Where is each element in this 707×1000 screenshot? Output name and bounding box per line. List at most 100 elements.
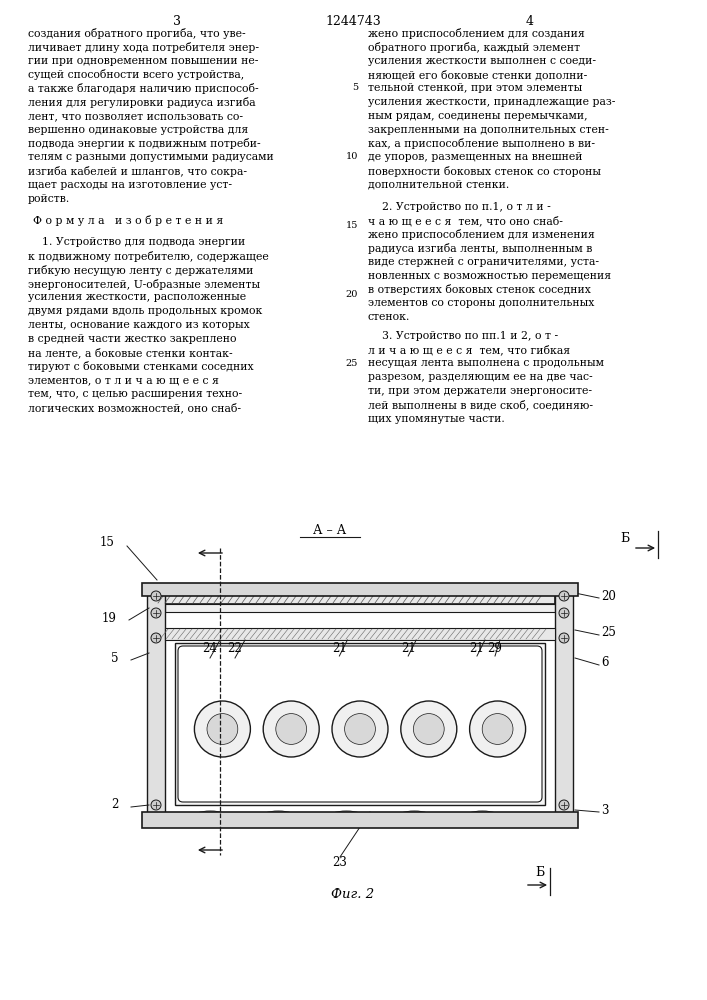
Text: А – А: А – А [313,524,346,536]
Text: закрепленными на дополнительных стен-: закрепленными на дополнительных стен- [368,125,609,135]
Text: Ф о р м у л а   и з о б р е т е н и я: Ф о р м у л а и з о б р е т е н и я [33,215,223,226]
Text: щих упомянутые части.: щих упомянутые части. [368,414,505,424]
Text: усиления жесткости, расположенные: усиления жесткости, расположенные [28,292,246,302]
Text: изгиба кабелей и шлангов, что сокра-: изгиба кабелей и шлангов, что сокра- [28,166,247,177]
Ellipse shape [464,811,501,825]
Circle shape [414,714,444,744]
Text: на ленте, а боковые стенки контак-: на ленте, а боковые стенки контак- [28,348,233,358]
Circle shape [151,591,161,601]
Text: жено приспособлением для создания: жено приспособлением для создания [368,28,585,39]
Text: ройств.: ройств. [28,194,70,204]
Circle shape [207,714,238,744]
Text: радиуса изгиба ленты, выполненным в: радиуса изгиба ленты, выполненным в [368,243,592,254]
Text: 21: 21 [401,642,416,654]
Text: Б: Б [620,532,630,544]
Circle shape [469,701,525,757]
Text: телям с разными допустимыми радиусами: телям с разными допустимыми радиусами [28,152,274,162]
Text: 3: 3 [601,804,609,816]
Circle shape [151,608,161,618]
Text: л и ч а ю щ е е с я  тем, что гибкая: л и ч а ю щ е е с я тем, что гибкая [368,345,570,355]
Text: ленты, основание каждого из которых: ленты, основание каждого из которых [28,320,250,330]
Ellipse shape [192,811,229,825]
Text: 25: 25 [601,626,616,640]
Ellipse shape [396,811,433,825]
Text: ч а ю щ е е с я  тем, что оно снаб-: ч а ю щ е е с я тем, что оно снаб- [368,215,563,226]
Text: вершенно одинаковые устройства для: вершенно одинаковые устройства для [28,125,248,135]
Bar [165,588,555,604]
Text: 20: 20 [346,290,358,299]
Text: 3: 3 [173,15,181,28]
Text: виде стержней с ограничителями, уста-: виде стержней с ограничителями, уста- [368,257,599,267]
Text: де упоров, размещенных на внешней: де упоров, размещенных на внешней [368,152,583,162]
Text: 5: 5 [352,83,358,92]
Text: ти, при этом держатели энергоносите-: ти, при этом держатели энергоносите- [368,386,592,396]
Text: дополнительной стенки.: дополнительной стенки. [368,180,509,190]
Text: няющей его боковые стенки дополни-: няющей его боковые стенки дополни- [368,69,588,80]
Text: 15: 15 [100,536,115,550]
Text: 2. Устройство по п.1, о т л и -: 2. Устройство по п.1, о т л и - [368,202,551,212]
Text: ления для регулировки радиуса изгиба: ления для регулировки радиуса изгиба [28,97,256,108]
Circle shape [151,633,161,643]
Bar [147,588,165,820]
Circle shape [401,701,457,757]
Text: 5: 5 [112,652,119,664]
Text: тем, что, с целью расширения техно-: тем, что, с целью расширения техно- [28,389,242,399]
Text: 23: 23 [332,856,347,869]
Text: в отверстиях боковых стенок соседних: в отверстиях боковых стенок соседних [368,284,591,295]
Circle shape [559,608,569,618]
Text: а также благодаря наличию приспособ-: а также благодаря наличию приспособ- [28,83,259,94]
Text: 24: 24 [203,642,218,654]
Text: усиления жесткости выполнен с соеди-: усиления жесткости выполнен с соеди- [368,56,596,66]
Text: 21: 21 [332,642,346,654]
Circle shape [559,633,569,643]
FancyBboxPatch shape [178,646,542,802]
Text: 20: 20 [601,589,616,602]
Text: сущей способности всего устройства,: сущей способности всего устройства, [28,69,244,80]
Text: Б: Б [535,865,544,879]
Bar [142,812,578,828]
Ellipse shape [259,811,297,825]
Text: гибкую несущую ленту с держателями: гибкую несущую ленту с держателями [28,265,253,276]
Circle shape [276,714,307,744]
Circle shape [263,701,319,757]
Circle shape [151,800,161,810]
Text: тельной стенкой, при этом элементы: тельной стенкой, при этом элементы [368,83,583,93]
Text: стенок.: стенок. [368,312,410,322]
Text: личивает длину хода потребителя энер-: личивает длину хода потребителя энер- [28,42,259,53]
Bar [555,588,573,820]
Text: усиления жесткости, принадлежащие раз-: усиления жесткости, принадлежащие раз- [368,97,615,107]
Text: новленных с возможностью перемещения: новленных с возможностью перемещения [368,271,611,281]
Text: 10: 10 [346,152,358,161]
Text: подвода энергии к подвижным потреби-: подвода энергии к подвижным потреби- [28,138,261,149]
Text: лей выполнены в виде скоб, соединяю-: лей выполнены в виде скоб, соединяю- [368,400,593,411]
Text: 29: 29 [488,642,503,654]
Bar [165,628,555,640]
Bar [142,583,578,596]
Text: в средней части жестко закреплено: в средней части жестко закреплено [28,334,237,344]
Text: несущая лента выполнена с продольным: несущая лента выполнена с продольным [368,358,604,368]
Text: поверхности боковых стенок со стороны: поверхности боковых стенок со стороны [368,166,601,177]
Text: создания обратного прогиба, что уве-: создания обратного прогиба, что уве- [28,28,245,39]
Text: 1244743: 1244743 [325,15,381,28]
Text: тируют с боковыми стенками соседних: тируют с боковыми стенками соседних [28,361,254,372]
Text: двумя рядами вдоль продольных кромок: двумя рядами вдоль продольных кромок [28,306,262,316]
Text: 6: 6 [601,656,609,670]
Text: лент, что позволяет использовать со-: лент, что позволяет использовать со- [28,111,243,121]
Bar [165,604,555,612]
Text: 4: 4 [526,15,534,28]
Circle shape [194,701,250,757]
Circle shape [332,701,388,757]
Text: энергоносителей, U-образные элементы: энергоносителей, U-образные элементы [28,279,260,290]
Text: 19: 19 [102,611,117,624]
Text: 21: 21 [469,642,484,654]
Text: 22: 22 [228,642,243,654]
Text: элементов со стороны дополнительных: элементов со стороны дополнительных [368,298,595,308]
Ellipse shape [328,811,365,825]
Text: ным рядам, соединены перемычками,: ным рядам, соединены перемычками, [368,111,588,121]
Text: жено приспособлением для изменения: жено приспособлением для изменения [368,229,595,240]
Circle shape [559,591,569,601]
Text: обратного прогиба, каждый элемент: обратного прогиба, каждый элемент [368,42,580,53]
Circle shape [482,714,513,744]
Text: ках, а приспособление выполнено в ви-: ках, а приспособление выполнено в ви- [368,138,595,149]
Text: 3. Устройство по пп.1 и 2, о т -: 3. Устройство по пп.1 и 2, о т - [368,331,558,341]
